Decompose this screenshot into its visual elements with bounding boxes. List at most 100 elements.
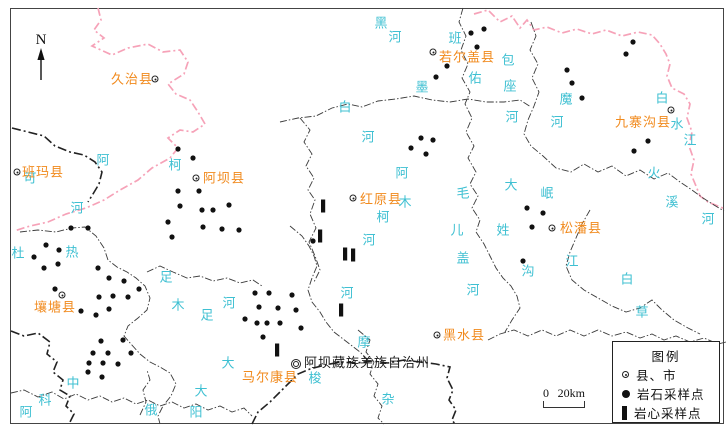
rock-sample-point bbox=[481, 26, 487, 32]
rock-sample-point bbox=[199, 207, 205, 213]
rock-sample-point bbox=[175, 188, 181, 194]
legend-row-core: 岩心采样点 bbox=[613, 403, 719, 422]
county-line-zoige-east bbox=[523, 21, 725, 212]
rock-sample-point bbox=[468, 30, 474, 36]
county-line-south-branch bbox=[139, 369, 151, 416]
river-label: 白 bbox=[655, 90, 669, 106]
rock-sample-point bbox=[474, 44, 480, 50]
legend-rock-label: 岩石采样点 bbox=[637, 388, 705, 402]
prefecture-boundary-southwest bbox=[10, 330, 75, 423]
river-label: 江 bbox=[565, 253, 579, 269]
rock-sample-point bbox=[645, 138, 651, 144]
river-label: 盖 bbox=[456, 250, 470, 266]
rock-sample-point bbox=[55, 261, 61, 267]
rock-sample-point bbox=[115, 361, 121, 367]
rock-sample-point bbox=[529, 224, 535, 230]
map-border bbox=[10, 8, 724, 424]
rock-sample-point bbox=[623, 51, 629, 57]
legend-box: 图例 县、市 岩石采样点 岩心采样点 bbox=[612, 341, 720, 423]
county-name-label: 红原县 bbox=[359, 191, 403, 207]
rock-sample-point bbox=[540, 210, 546, 216]
rock-sample-point bbox=[106, 306, 112, 312]
river-label: 木 bbox=[171, 297, 185, 313]
rock-sample-point bbox=[266, 290, 272, 296]
river-label: 儿 bbox=[450, 222, 464, 238]
county-line-mid-vertical bbox=[458, 7, 521, 333]
county-seat-symbol bbox=[429, 48, 437, 56]
rock-sample-point bbox=[630, 39, 636, 45]
river-label: 魔 bbox=[559, 91, 573, 107]
rock-sample-point bbox=[293, 307, 299, 313]
rock-sample-point bbox=[219, 226, 225, 232]
county-name-label: 阿坝县 bbox=[202, 170, 246, 186]
legend-row-rock: 岩石采样点 bbox=[613, 384, 719, 403]
province-boundary-lines bbox=[13, 7, 726, 232]
rock-sample-point bbox=[200, 224, 206, 230]
rock-sample-point bbox=[165, 219, 171, 225]
county-name-label: 久治县 bbox=[110, 71, 154, 87]
river-label: 科 bbox=[38, 392, 52, 408]
scale-end-label: 20km bbox=[557, 386, 585, 400]
river-label: 阿 bbox=[19, 404, 33, 420]
county-line-hongyuan-west bbox=[299, 117, 321, 283]
river-label: 白 bbox=[620, 271, 634, 287]
county-seat-symbol bbox=[58, 291, 66, 299]
rock-sample-point bbox=[85, 225, 91, 231]
river-label: 阿 bbox=[395, 165, 409, 181]
north-arrow bbox=[37, 48, 45, 80]
rock-sample-point bbox=[260, 334, 266, 340]
river-label: 河 bbox=[362, 232, 376, 248]
rock-sample-point bbox=[96, 294, 102, 300]
river-label: 河 bbox=[466, 282, 480, 298]
river-label: 毛 bbox=[456, 185, 470, 201]
scale-bar: 0 20km bbox=[543, 386, 585, 408]
north-arrow-head bbox=[37, 48, 45, 60]
rock-sample-point bbox=[298, 325, 304, 331]
rock-sample-point bbox=[41, 265, 47, 271]
river-label: 柯 bbox=[168, 157, 182, 173]
river-label: 河 bbox=[505, 109, 519, 125]
county-line-baicao-loop bbox=[565, 209, 701, 335]
county-name-label: 若尔盖县 bbox=[438, 49, 496, 65]
north-label: N bbox=[35, 32, 47, 48]
rock-sample-point bbox=[226, 202, 232, 208]
river-label: 梭 bbox=[308, 370, 322, 386]
river-label: 河 bbox=[340, 285, 354, 301]
river-label: 班 bbox=[448, 30, 462, 46]
river-label: 杂 bbox=[381, 391, 395, 407]
county-seat-symbol bbox=[548, 224, 556, 232]
rock-dot-icon bbox=[622, 389, 630, 398]
county-name-label: 马尔康县 bbox=[241, 369, 299, 385]
rock-sample-point bbox=[68, 225, 74, 231]
rock-sample-point bbox=[564, 67, 570, 73]
rock-sample-point bbox=[177, 203, 183, 209]
core-sample-point bbox=[339, 303, 344, 317]
county-seat-symbol bbox=[151, 75, 159, 83]
rock-sample-point bbox=[256, 304, 262, 310]
county-line-baihe bbox=[279, 95, 532, 123]
rock-sample-point bbox=[98, 338, 104, 344]
prefecture-boundary-west bbox=[11, 127, 103, 203]
river-label: 中 bbox=[66, 375, 80, 391]
rock-sample-point bbox=[43, 242, 49, 248]
rock-sample-point bbox=[408, 145, 414, 151]
rock-sample-point bbox=[56, 247, 62, 253]
rock-sample-point bbox=[236, 227, 242, 233]
legend-county-label: 县、市 bbox=[636, 369, 677, 383]
rock-sample-point bbox=[128, 350, 134, 356]
rock-sample-point bbox=[169, 234, 175, 240]
rock-sample-point bbox=[418, 135, 424, 141]
rock-sample-point bbox=[210, 207, 216, 213]
county-line-zumuzu bbox=[146, 265, 263, 287]
river-label: 足 bbox=[200, 307, 214, 323]
county-name-label: 松潘县 bbox=[559, 220, 603, 236]
river-label: 河 bbox=[701, 211, 715, 227]
rock-sample-point bbox=[423, 151, 429, 157]
rock-sample-point bbox=[52, 286, 58, 292]
legend-title: 图例 bbox=[651, 350, 681, 364]
river-label: 河 bbox=[222, 295, 236, 311]
river-label: 大 bbox=[221, 355, 235, 371]
river-label: 江 bbox=[683, 132, 697, 148]
